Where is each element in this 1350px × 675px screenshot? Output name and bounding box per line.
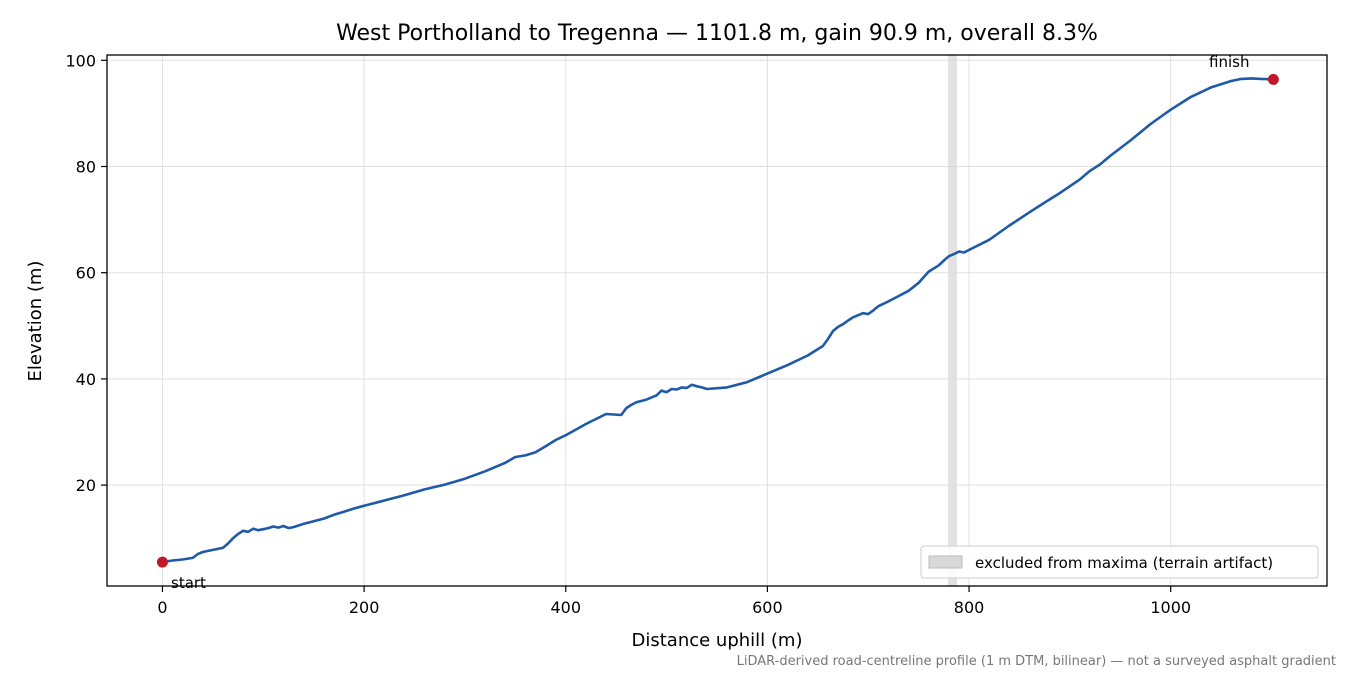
x-tick-label: 1000 xyxy=(1150,598,1191,617)
x-tick-label: 600 xyxy=(752,598,783,617)
x-tick-label: 0 xyxy=(157,598,167,617)
plot-frame xyxy=(106,54,1328,587)
finish-marker xyxy=(1267,73,1279,85)
start-label: start xyxy=(171,574,206,592)
x-tick-label: 800 xyxy=(954,598,985,617)
start-marker xyxy=(156,556,168,568)
chart-title: West Portholland to Tregenna — 1101.8 m,… xyxy=(336,21,1098,46)
y-tick-label: 40 xyxy=(76,370,96,389)
x-tick-label: 200 xyxy=(349,598,380,617)
y-tick-label: 80 xyxy=(76,158,96,177)
legend-box xyxy=(920,545,1319,579)
series-group xyxy=(161,77,1275,564)
finish-label: finish xyxy=(1209,53,1249,71)
footnote: LiDAR-derived road-centreline profile (1… xyxy=(737,654,1336,669)
y-tick-label: 60 xyxy=(76,264,96,283)
grid-lines xyxy=(107,55,1327,586)
excluded-band-group xyxy=(947,55,957,586)
elevation-line xyxy=(161,77,1275,564)
legend-label: excluded from maxima (terrain artifact) xyxy=(975,554,1273,572)
endpoint-group xyxy=(156,73,1279,568)
x-axis-ticks: 0 200 400 600 800 1000 xyxy=(157,586,1191,617)
y-tick-label: 20 xyxy=(76,476,96,495)
x-axis-label: Distance uphill (m) xyxy=(632,630,803,651)
legend-swatch xyxy=(928,555,963,569)
y-tick-label: 100 xyxy=(65,51,96,70)
x-tick-label: 400 xyxy=(550,598,581,617)
y-axis-ticks: 20 40 60 80 100 xyxy=(65,51,107,495)
excluded-band xyxy=(947,55,957,586)
y-axis-label: Elevation (m) xyxy=(25,261,46,382)
legend: excluded from maxima (terrain artifact) xyxy=(920,545,1319,579)
